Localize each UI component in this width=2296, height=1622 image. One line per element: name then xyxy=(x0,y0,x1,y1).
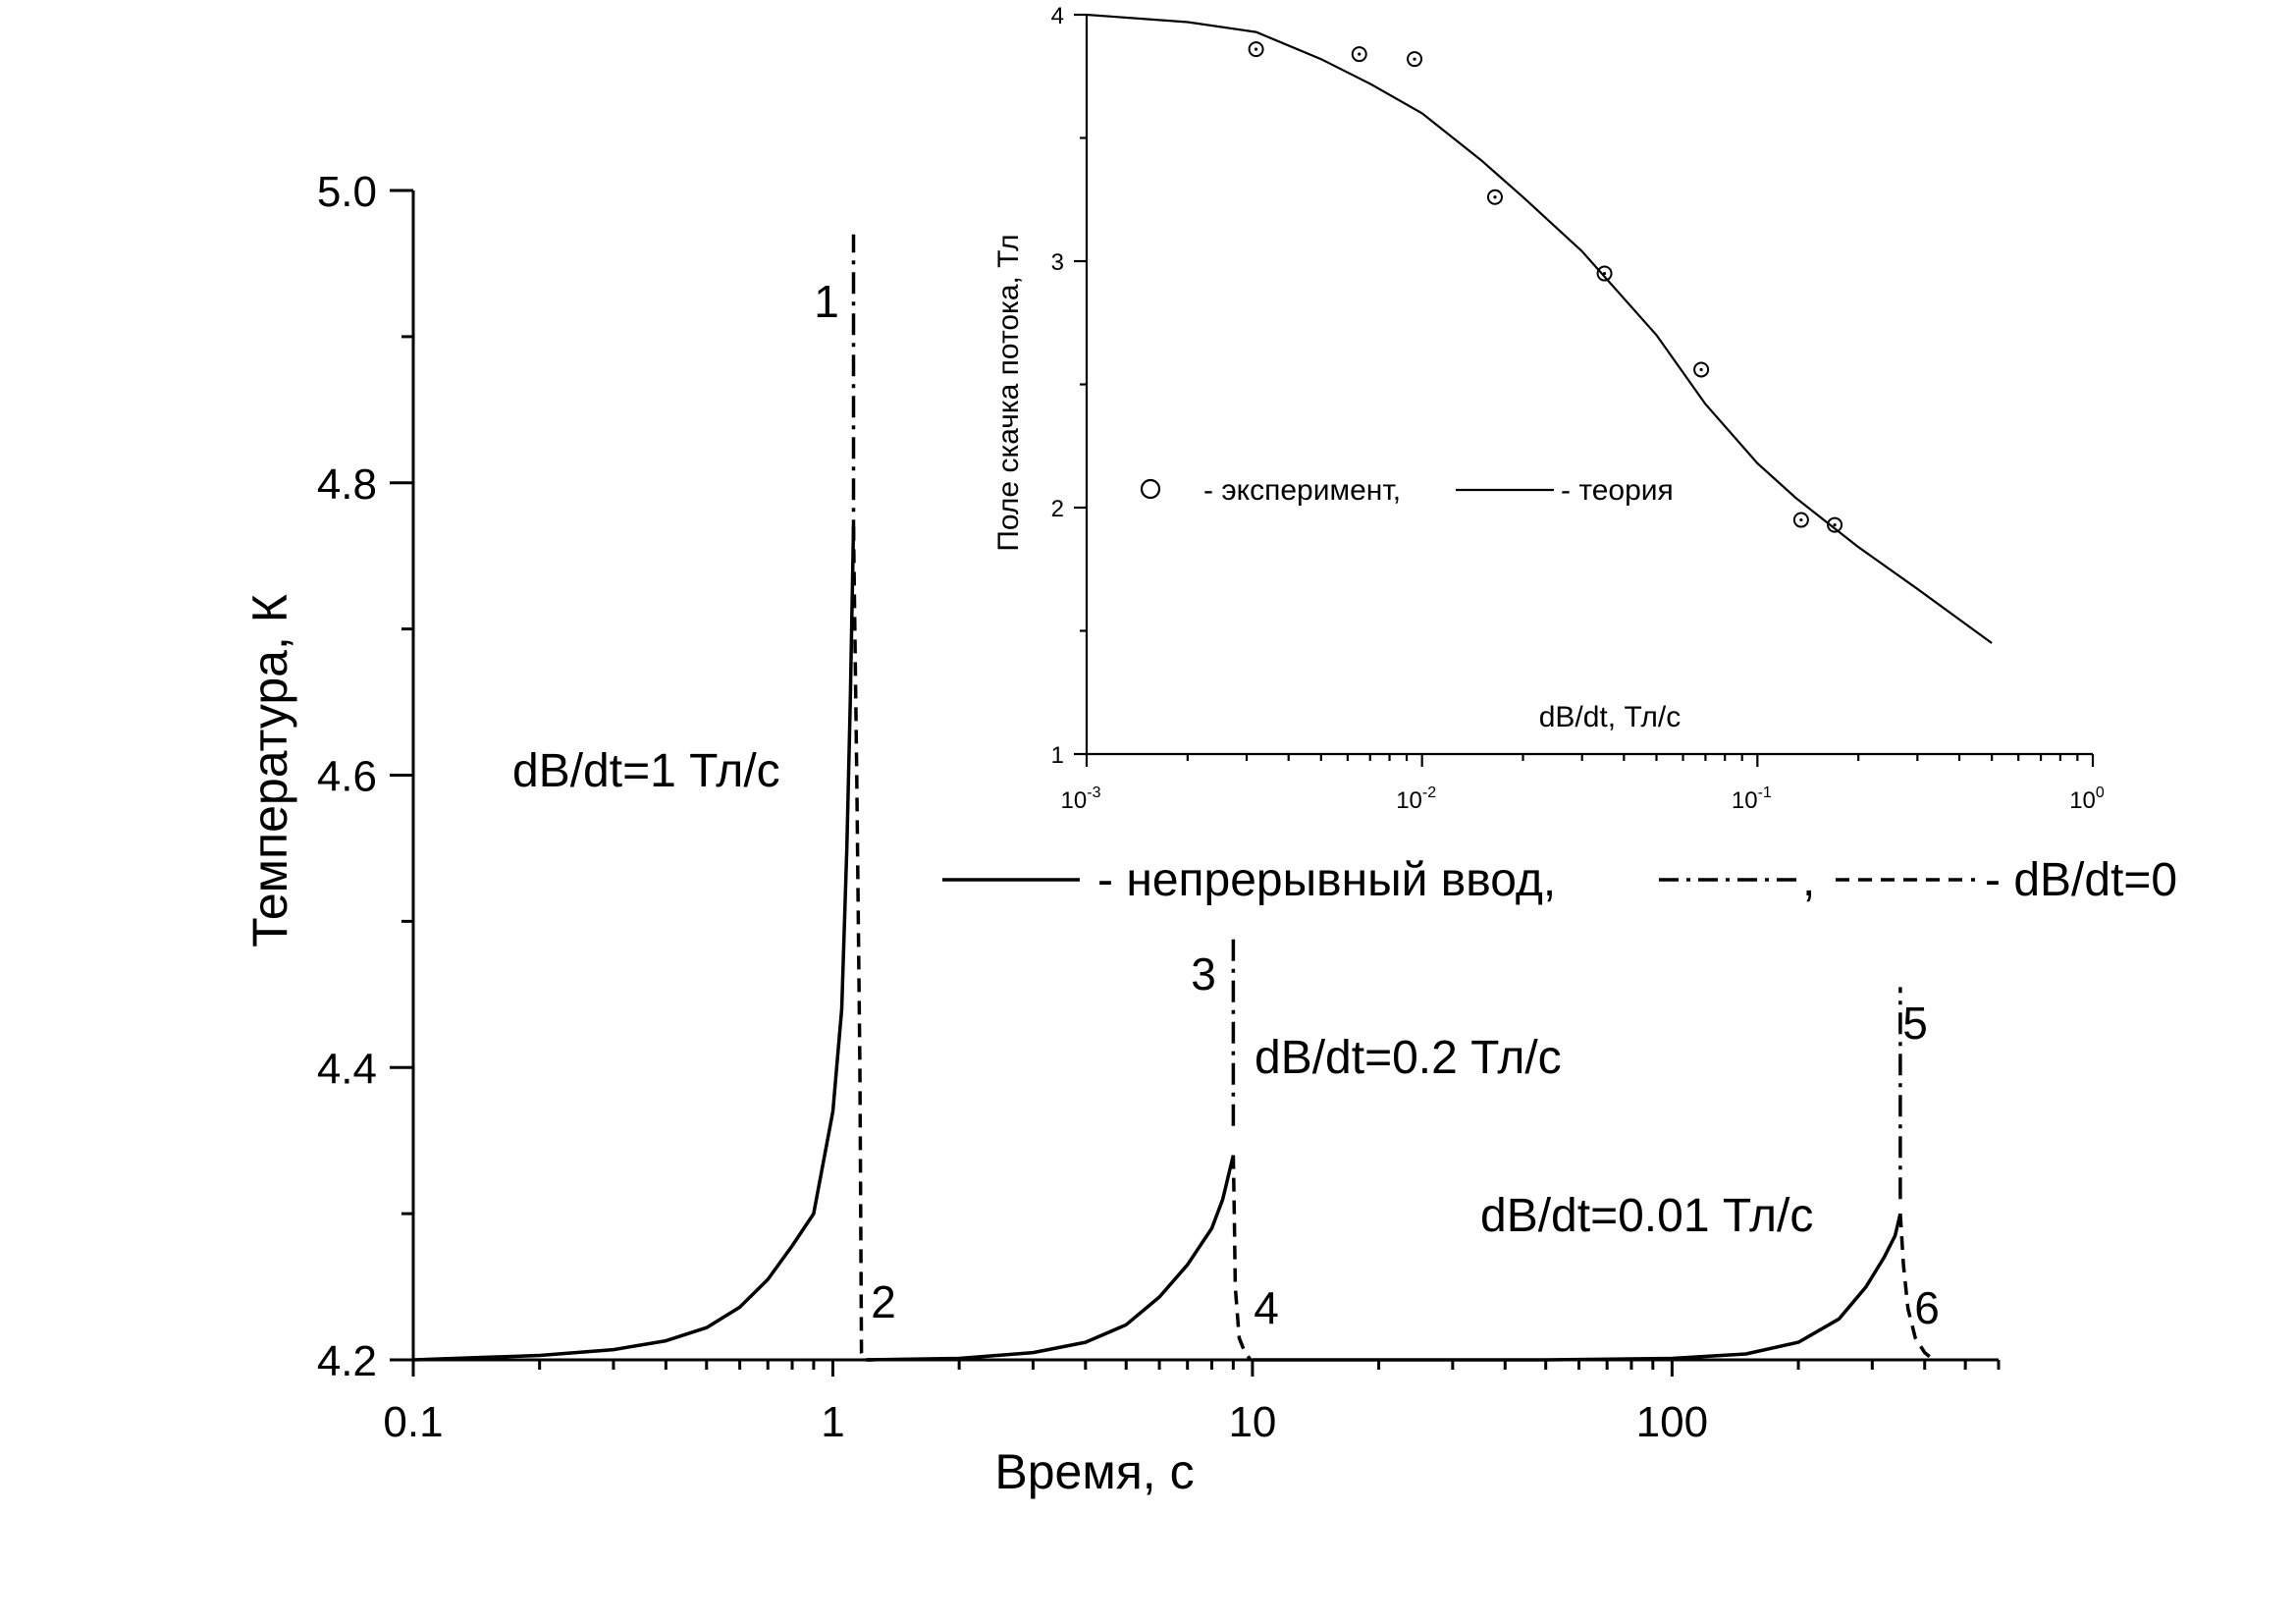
legend-experiment-marker xyxy=(1140,478,1161,500)
experiment-point-center xyxy=(1493,195,1497,199)
y-axis-title: Температура, К xyxy=(242,594,297,947)
y-tick-label: 4.4 xyxy=(317,1045,377,1093)
experiment-point-center xyxy=(1699,367,1703,372)
series-solid-curve xyxy=(1252,1213,1902,1362)
inset-y-tick-label: 2 xyxy=(1051,496,1064,522)
inset-y-axis-title: Поле скачка потока, Тл xyxy=(992,234,1025,551)
legend-dashed-text: - dB/dt=0 xyxy=(1985,854,2177,906)
experiment-point xyxy=(1792,512,1809,528)
inset-x-tick-label: 10-2 xyxy=(1396,784,1436,814)
inset-x-tick-label: 100 xyxy=(2069,784,2105,814)
experiment-point-center xyxy=(1799,517,1803,522)
experiment-point-center xyxy=(1833,522,1837,527)
rate-annotation: dB/dt=0.01 Тл/с xyxy=(1480,1190,1813,1242)
y-tick-label: 5.0 xyxy=(317,168,377,216)
y-tick-label: 4.6 xyxy=(317,753,377,801)
experiment-point-center xyxy=(1358,52,1362,56)
experiment-point xyxy=(1486,189,1503,205)
legend-experiment-text: - эксперимент, xyxy=(1203,474,1401,507)
experiment-point xyxy=(1351,46,1367,63)
curve-number-label: 2 xyxy=(871,1276,896,1327)
y-tick-label: 4.8 xyxy=(317,460,377,509)
experiment-point xyxy=(1248,41,1264,58)
inset-y-tick-label: 1 xyxy=(1051,742,1064,769)
series-solid-curve xyxy=(412,526,856,1362)
experiment-point xyxy=(1596,265,1613,282)
curve-number-label: 4 xyxy=(1254,1282,1279,1333)
curve-number-label: 3 xyxy=(1191,948,1216,1000)
legend-dashdot-text: , xyxy=(1802,854,1815,906)
x-tick-label: 10 xyxy=(1228,1398,1276,1446)
experiment-point xyxy=(1693,361,1710,378)
inset-chart: 10-3 10-2 10-1 100 1 2 3 4 dB/dt, Тл/с Поле скачк… xyxy=(992,3,2105,814)
theory-curve xyxy=(1086,13,1993,644)
inset-x-tick-label: 10-3 xyxy=(1061,784,1101,814)
inset-y-tick-label: 4 xyxy=(1051,3,1064,29)
inset-x-tick-label: 10-1 xyxy=(1732,784,1772,814)
curve-number-label: 5 xyxy=(1902,998,1928,1049)
series-dashed-curve xyxy=(851,526,874,1362)
curve-number-label: 1 xyxy=(814,276,839,327)
x-tick-label: 100 xyxy=(1636,1398,1708,1446)
experiment-point xyxy=(1827,516,1843,533)
legend-theory-text: - теория xyxy=(1561,474,1674,507)
series-dashed-curve xyxy=(1231,1155,1253,1362)
curve-number-label: 6 xyxy=(1914,1282,1940,1333)
rate-annotation: dB/dt=0.2 Тл/с xyxy=(1255,1032,1562,1084)
experiment-point-center xyxy=(1413,57,1416,61)
experiment-point-center xyxy=(1254,47,1258,51)
series-solid-curve xyxy=(866,1155,1236,1362)
legend-solid-text: - непрерывный ввод, xyxy=(1097,854,1556,906)
x-tick-label: 1 xyxy=(821,1398,844,1446)
rate-annotation: dB/dt=1 Тл/с xyxy=(512,745,780,797)
main-chart: 0.1 1 10 100 4.2 4.4 4.6 4.8 5.0 Время, с Температ… xyxy=(242,168,2177,1499)
series-dashed-curve xyxy=(1898,1213,1935,1362)
x-axis-title: Время, с xyxy=(994,1444,1194,1499)
y-tick-label: 4.2 xyxy=(317,1337,377,1385)
x-tick-label: 0.1 xyxy=(383,1398,443,1446)
inset-y-tick-label: 3 xyxy=(1051,249,1064,276)
inset-x-axis-title: dB/dt, Тл/с xyxy=(1539,701,1682,733)
experiment-point xyxy=(1407,51,1423,68)
